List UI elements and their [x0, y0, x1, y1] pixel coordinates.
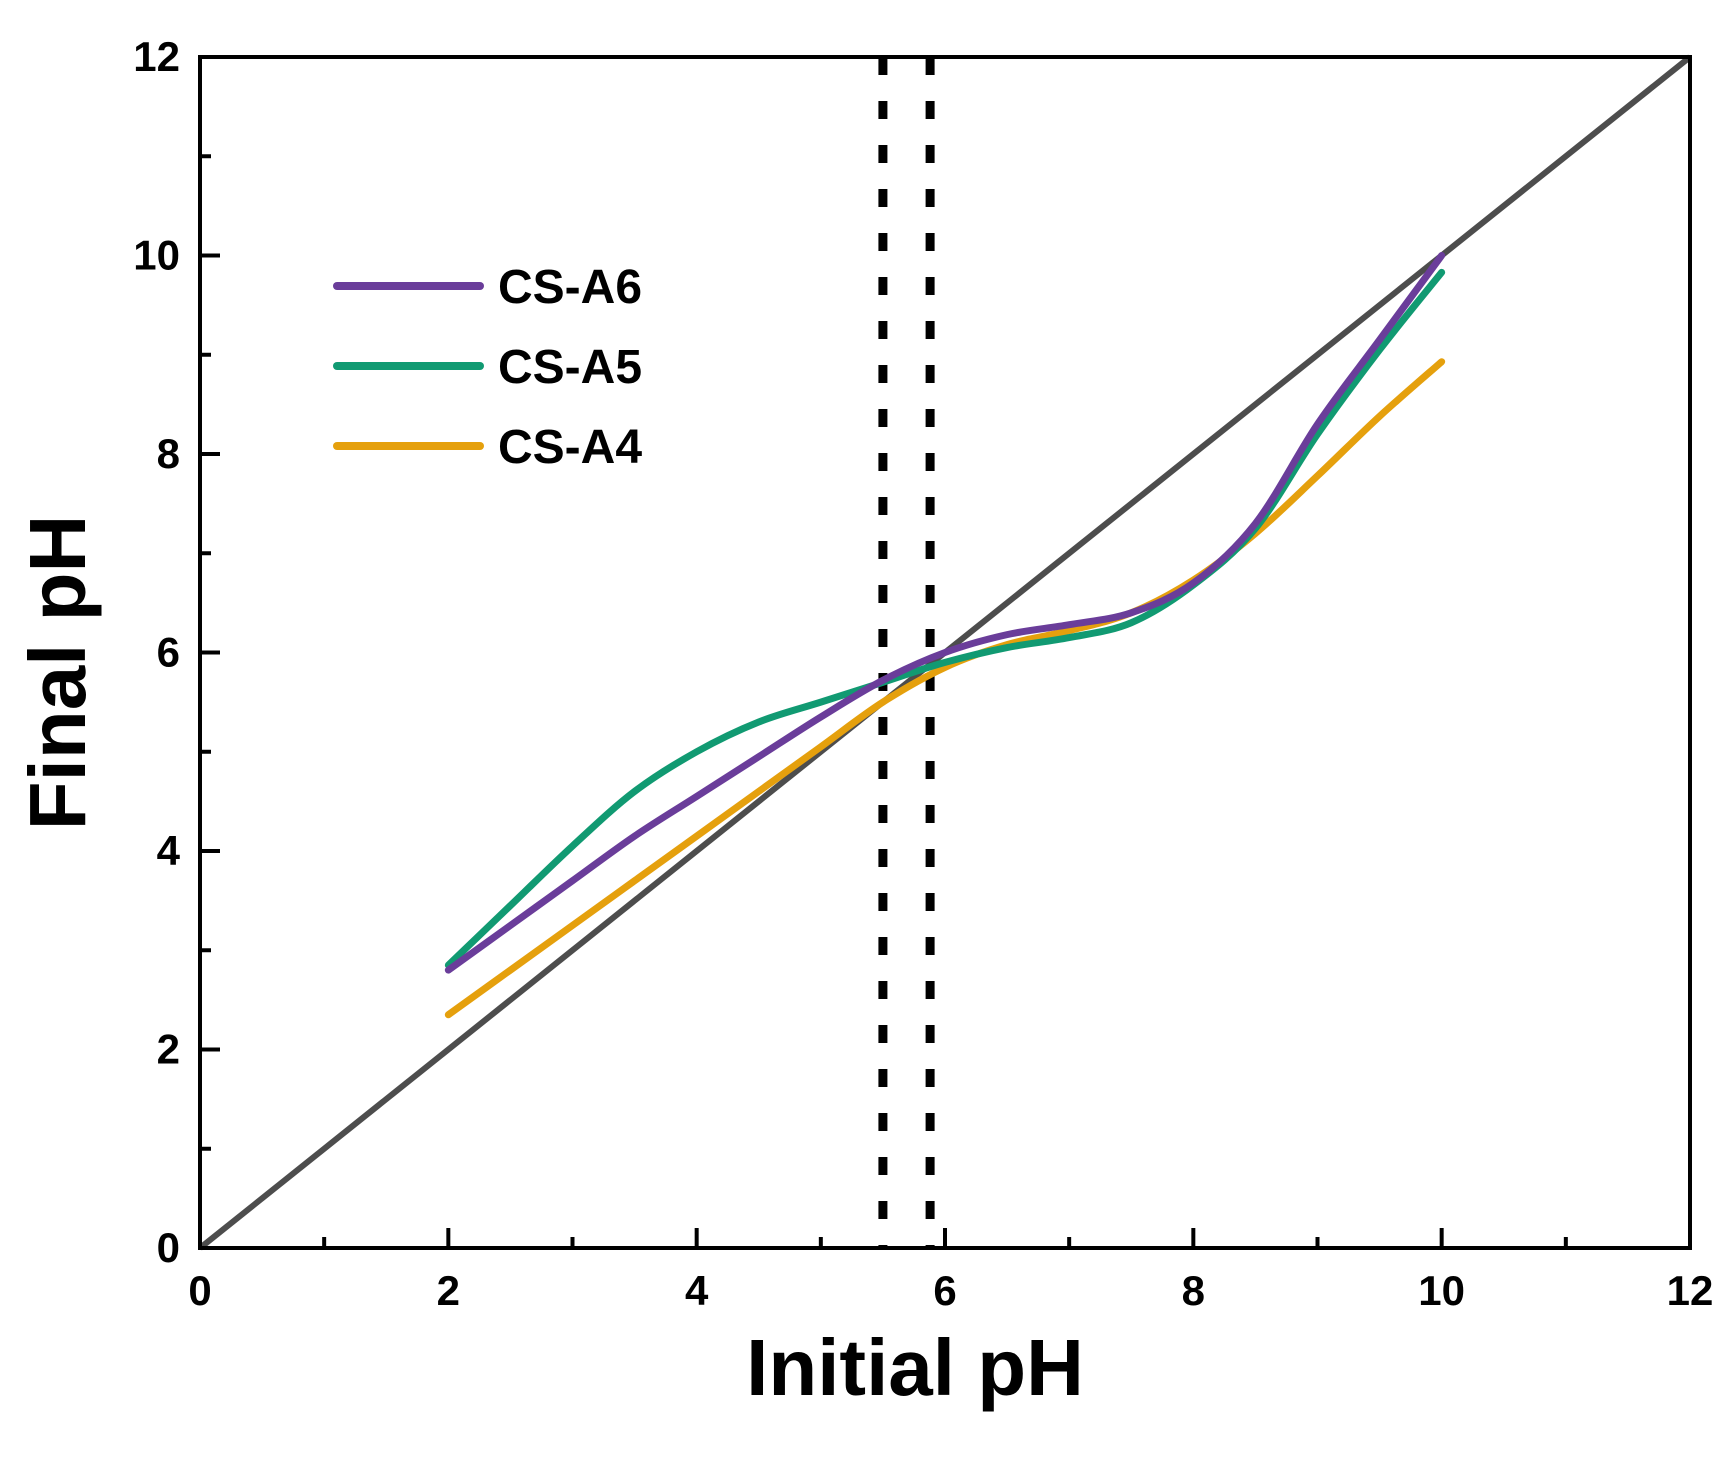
legend: CS-A6 CS-A5 CS-A4 [333, 261, 642, 474]
y-tick-label-4: 4 [157, 827, 181, 874]
x-tick-label-6: 6 [933, 1267, 956, 1314]
y-tick-label-2: 2 [157, 1026, 180, 1073]
series-line-cs-a6 [444, 252, 1446, 974]
axes: 0 2 4 6 8 10 12 0 2 4 6 8 10 12 [133, 33, 1713, 1314]
x-tick-label-2: 2 [437, 1267, 460, 1314]
y-tick-label-8: 8 [157, 430, 180, 477]
legend-label-cs-a5: CS-A5 [498, 341, 642, 394]
y-tick-label-0: 0 [157, 1224, 180, 1271]
y-tick-label-10: 10 [133, 232, 180, 279]
x-tick-label-12: 12 [1667, 1267, 1714, 1314]
x-axis-title: Initial pH [746, 1323, 1084, 1412]
x-tick-label-10: 10 [1418, 1267, 1465, 1314]
y-tick-label-6: 6 [157, 629, 180, 676]
x-tick-label-4: 4 [685, 1267, 709, 1314]
legend-label-cs-a4: CS-A4 [498, 421, 642, 474]
legend-label-cs-a6: CS-A6 [498, 261, 642, 314]
x-tick-label-8: 8 [1182, 1267, 1205, 1314]
plot-area [198, 54, 1692, 1251]
series-line-cs-a5 [444, 268, 1446, 969]
x-tick-label-0: 0 [188, 1267, 211, 1314]
series-line-cs-a4 [444, 358, 1446, 1019]
y-tick-label-12: 12 [133, 33, 180, 80]
y-axis-title: Final pH [13, 515, 102, 831]
